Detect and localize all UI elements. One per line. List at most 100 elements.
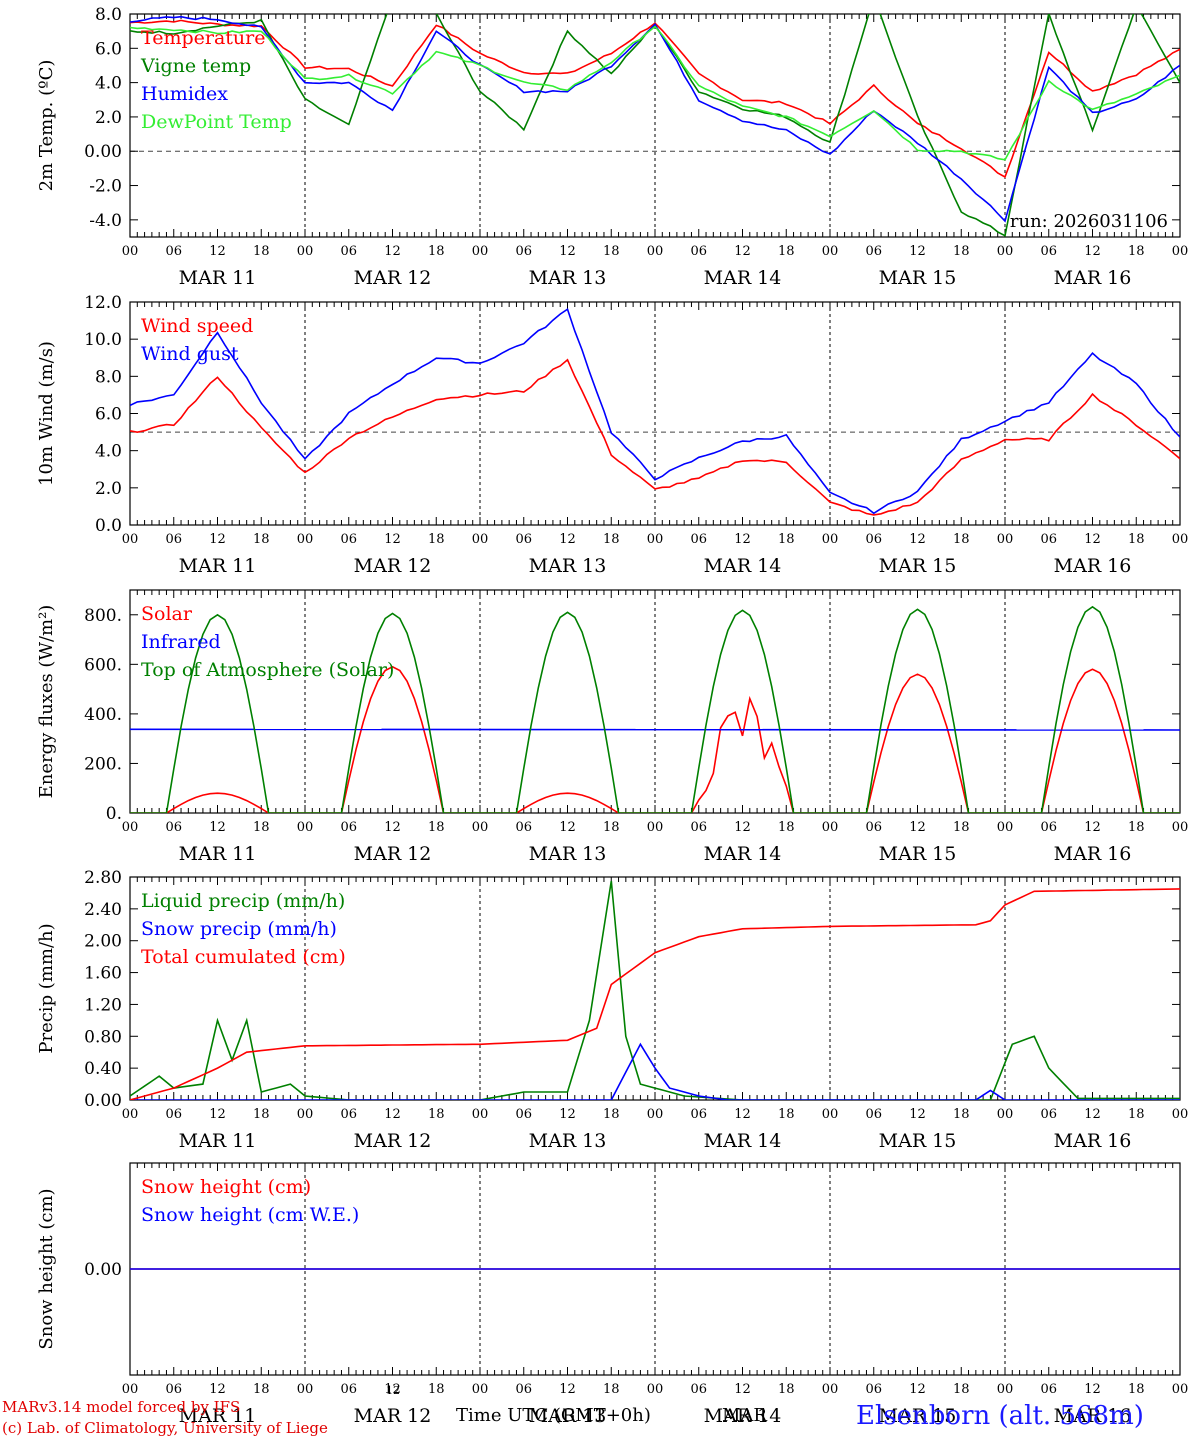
hour-tick-label: 12 [384, 244, 401, 259]
day-label: MAR 12 [354, 555, 432, 577]
hour-tick-label: 06 [165, 532, 182, 547]
day-label: MAR 11 [179, 1405, 257, 1427]
legend-entry: Temperature [141, 27, 265, 49]
hour-tick-label: 00 [122, 1382, 139, 1397]
legend-entry: Snow precip (mm/h) [141, 918, 337, 940]
hour-tick-label: 00 [822, 820, 839, 835]
day-label: MAR 14 [704, 267, 782, 289]
hour-tick-label: 18 [1128, 1107, 1145, 1122]
series-line-total-cumulated-cm- [130, 888, 1180, 1100]
day-label: MAR 15 [879, 555, 957, 577]
hour-tick-label: 00 [822, 1107, 839, 1122]
hour-tick-label: 06 [865, 1382, 882, 1397]
hour-tick-label: 12 [559, 532, 576, 547]
series-line-wind-gust [130, 307, 1180, 515]
hour-tick-label: 06 [1040, 244, 1057, 259]
hour-tick-label: 12 [1084, 1107, 1101, 1122]
hour-tick-label: 06 [340, 244, 357, 259]
hour-tick-label: 06 [340, 820, 357, 835]
hour-tick-label: 06 [515, 1107, 532, 1122]
hour-tick-label: 00 [1172, 532, 1189, 547]
hour-tick-label: 12 [209, 532, 226, 547]
hour-tick-label: 06 [515, 820, 532, 835]
hour-tick-label: 12 [909, 1382, 926, 1397]
series-group [130, 307, 1180, 516]
hour-tick-label: 18 [1128, 532, 1145, 547]
hour-tick-label: 00 [297, 1382, 314, 1397]
day-label: MAR 16 [1054, 267, 1132, 289]
hour-tick-label: 00 [122, 244, 139, 259]
hour-tick-label: 06 [515, 532, 532, 547]
y-tick-label: 2.0 [95, 479, 122, 499]
hour-tick-label: 18 [603, 1382, 620, 1397]
hour-tick-label: 06 [865, 532, 882, 547]
station-name: Elsenborn (alt. 568m) [856, 1401, 1144, 1431]
series-line-liquid-precip-mm-h- [130, 880, 1180, 1100]
hour-tick-label: 18 [428, 1107, 445, 1122]
hour-tick-label: 06 [690, 820, 707, 835]
hour-tick-label: 00 [297, 1107, 314, 1122]
y-tick-label: 4.0 [95, 74, 122, 94]
hour-tick-label: 00 [822, 244, 839, 259]
model-credit-line2: (c) Lab. of Climatology, University of L… [2, 1419, 328, 1437]
day-label: MAR 13 [529, 555, 607, 577]
day-label: MAR 15 [879, 843, 957, 865]
hour-tick-label: 06 [865, 820, 882, 835]
y-tick-label: -4.0 [89, 211, 122, 231]
hour-tick-label: 12 [209, 820, 226, 835]
hour-tick-label: 12 [909, 820, 926, 835]
model-credit-line1: MARv3.14 model forced by IFS [2, 1398, 241, 1416]
hour-tick-label: 12 [734, 532, 751, 547]
y-tick-label: 400. [84, 705, 122, 725]
hour-tick-label: 06 [340, 532, 357, 547]
hour-tick-label: 12 [909, 244, 926, 259]
series-group [130, 605, 1180, 813]
hour-tick-label: 06 [515, 1382, 532, 1397]
y-axis-label: 2m Temp. (ºC) [36, 60, 57, 192]
hour-tick-label: 00 [647, 820, 664, 835]
hour-tick-label: 18 [428, 244, 445, 259]
y-tick-label: 0.00 [84, 1260, 122, 1280]
hour-tick-label: 06 [340, 1382, 357, 1397]
hour-tick-label: 00 [472, 1382, 489, 1397]
series-group [130, 880, 1180, 1100]
hour-tick-label: 18 [253, 1382, 270, 1397]
hour-tick-label: 06 [865, 1107, 882, 1122]
hour-tick-label: 12 [559, 820, 576, 835]
day-label: MAR 12 [354, 843, 432, 865]
hour-tick-label: 00 [472, 532, 489, 547]
day-label: MAR 14 [704, 1405, 782, 1427]
hour-tick-label: 06 [690, 244, 707, 259]
hour-tick-label: 18 [1128, 244, 1145, 259]
day-label: MAR 12 [354, 1130, 432, 1152]
hour-tick-label: 06 [165, 244, 182, 259]
run-annotation: run: 2026031106 [1010, 211, 1168, 232]
hour-tick-label: 00 [647, 532, 664, 547]
day-label: MAR 12 [354, 267, 432, 289]
day-label: MAR 11 [179, 1130, 257, 1152]
hour-tick-label: 00 [997, 532, 1014, 547]
hour-tick-label: 00 [997, 820, 1014, 835]
y-tick-label: 1.60 [84, 964, 122, 984]
y-axis-label: 10m Wind (m/s) [36, 341, 57, 486]
y-tick-label: -2.0 [89, 177, 122, 197]
day-label: MAR 13 [529, 1405, 607, 1427]
day-label: MAR 11 [179, 555, 257, 577]
hour-tick-label: 00 [297, 532, 314, 547]
hour-tick-label: 12 [209, 1107, 226, 1122]
hour-tick-label: 00 [122, 820, 139, 835]
hour-tick-label: 00 [647, 1382, 664, 1397]
y-axis-label: Snow height (cm) [36, 1188, 57, 1349]
hour-tick-label: 00 [122, 532, 139, 547]
y-tick-label: 0.00 [84, 142, 122, 162]
legend-entry: Liquid precip (mm/h) [141, 890, 345, 912]
hour-tick-label: 18 [428, 1382, 445, 1397]
hour-tick-label: 18 [778, 1107, 795, 1122]
hour-tick-label: 06 [690, 1107, 707, 1122]
hour-tick-label: 18 [253, 1107, 270, 1122]
hour-tick-label: 00 [472, 244, 489, 259]
hour-tick-label: 06 [165, 820, 182, 835]
y-tick-label: 6.0 [95, 39, 122, 59]
day-label: MAR 14 [704, 843, 782, 865]
